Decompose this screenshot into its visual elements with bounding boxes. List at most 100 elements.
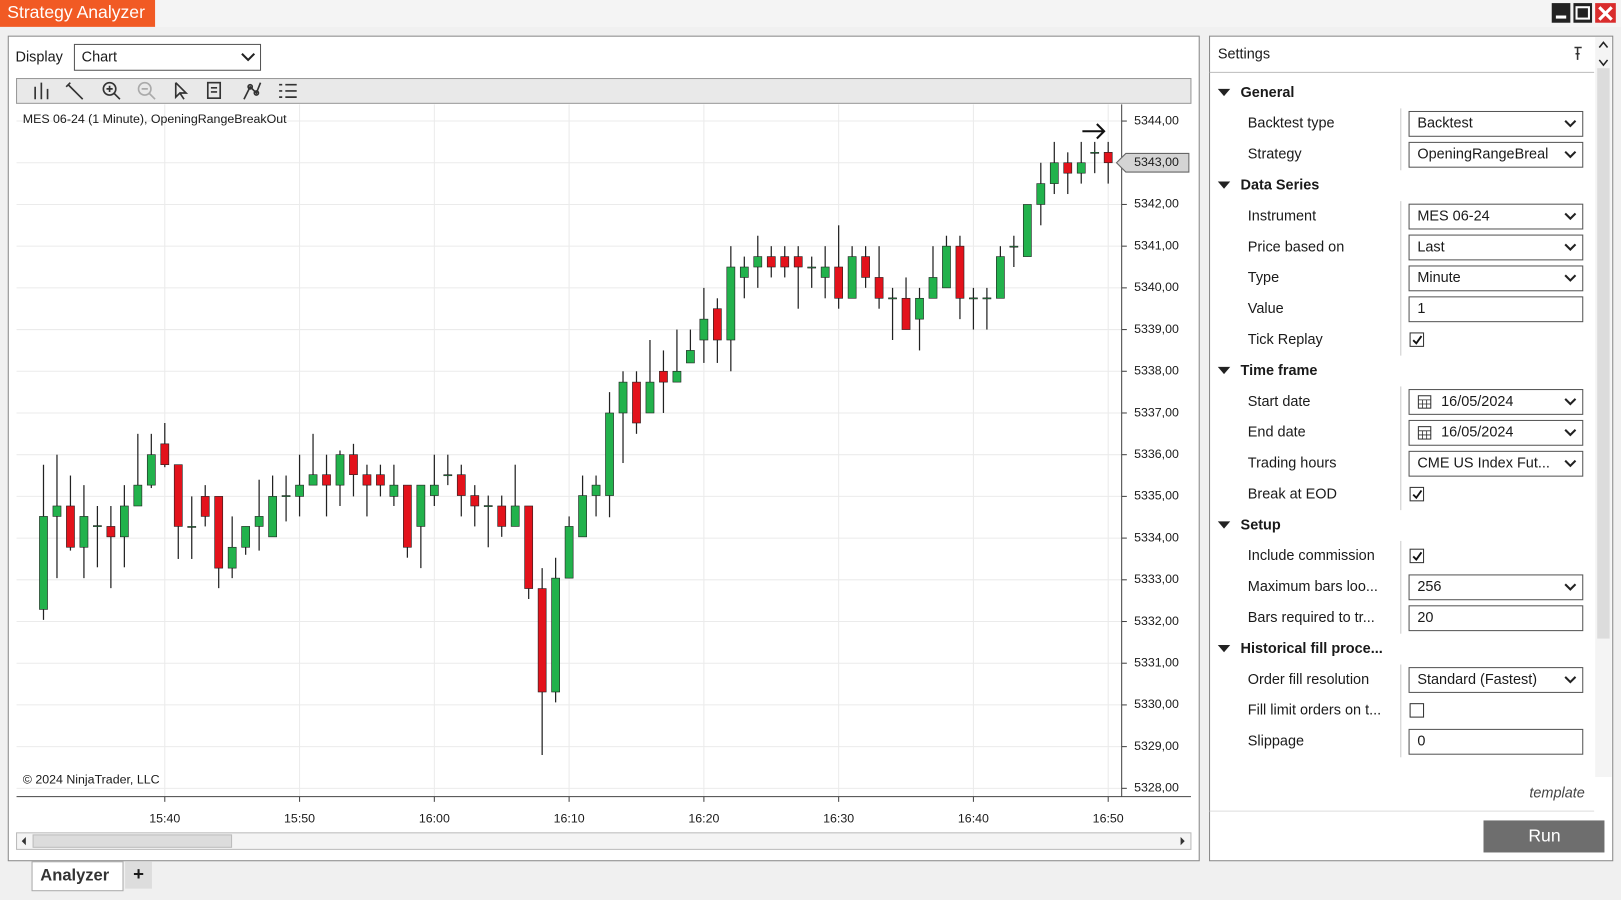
setting-label: Type bbox=[1248, 270, 1279, 286]
section-title: Setup bbox=[1241, 517, 1281, 533]
title-bar bbox=[0, 0, 1621, 27]
candle-body bbox=[322, 474, 331, 486]
y-axis-area bbox=[1121, 104, 1191, 797]
y-tick-label: 5336,00 bbox=[1134, 447, 1179, 461]
v-scroll-arrows[interactable] bbox=[1598, 41, 1609, 67]
section-toggle[interactable] bbox=[1217, 181, 1231, 189]
candle-body bbox=[591, 484, 601, 496]
settings-title: Settings bbox=[1218, 47, 1270, 63]
scroll-thumb[interactable] bbox=[32, 834, 233, 848]
setting-field[interactable] bbox=[1408, 389, 1584, 415]
setting-value[interactable]: Standard (Fastest) bbox=[1417, 672, 1537, 688]
add-tab[interactable] bbox=[125, 861, 152, 889]
setting-field[interactable] bbox=[1408, 234, 1584, 261]
candle-body bbox=[780, 256, 790, 268]
pin-icon[interactable] bbox=[1574, 46, 1582, 60]
checkmark bbox=[1412, 551, 1423, 561]
setting-value[interactable]: MES 06-24 bbox=[1417, 208, 1489, 224]
candle-body bbox=[713, 308, 722, 341]
dropdown-chevron bbox=[1564, 459, 1577, 468]
run-button[interactable] bbox=[1483, 820, 1605, 853]
candle-body bbox=[861, 256, 870, 278]
section-toggle[interactable] bbox=[1217, 366, 1231, 375]
settings-panel bbox=[1209, 35, 1614, 862]
candle-body bbox=[106, 526, 116, 538]
setting-label: Start date bbox=[1248, 394, 1311, 410]
setting-field[interactable] bbox=[1408, 265, 1584, 292]
candle-body bbox=[241, 526, 251, 548]
y-tick-label: 5329,00 bbox=[1134, 739, 1179, 753]
checkbox[interactable] bbox=[1409, 332, 1425, 347]
analyzer-tab[interactable] bbox=[31, 861, 124, 892]
section-title: General bbox=[1241, 85, 1295, 101]
setting-field[interactable] bbox=[1408, 574, 1584, 601]
setting-field[interactable] bbox=[1408, 728, 1584, 755]
candle-body bbox=[456, 474, 466, 496]
candle-body bbox=[254, 516, 264, 527]
setting-value[interactable]: Backtest bbox=[1417, 116, 1472, 132]
candle-body bbox=[349, 454, 358, 476]
tab-label[interactable]: Analyzer bbox=[40, 866, 109, 885]
candle-body bbox=[726, 266, 736, 341]
setting-field[interactable] bbox=[1408, 110, 1584, 137]
candle-body bbox=[1090, 152, 1100, 154]
section-title: Time frame bbox=[1241, 363, 1318, 379]
template-link[interactable]: template bbox=[1529, 785, 1584, 801]
candle-body bbox=[901, 297, 911, 330]
section-toggle[interactable] bbox=[1217, 521, 1231, 529]
setting-value[interactable]: 16/05/2024 bbox=[1441, 394, 1513, 410]
candle-body bbox=[1103, 152, 1113, 164]
setting-field[interactable] bbox=[1408, 667, 1584, 693]
candle-body bbox=[497, 505, 507, 527]
h-scrollbar[interactable] bbox=[16, 832, 1192, 850]
v-scroll-thumb[interactable] bbox=[1597, 68, 1610, 639]
setting-label: Bars required to tr... bbox=[1248, 610, 1375, 626]
candle-body bbox=[686, 350, 695, 364]
add-tab-label[interactable]: + bbox=[133, 863, 144, 884]
checkbox[interactable] bbox=[1409, 548, 1425, 564]
section-title: Data Series bbox=[1241, 177, 1320, 193]
setting-field[interactable] bbox=[1408, 450, 1584, 477]
setting-value[interactable]: Minute bbox=[1417, 270, 1460, 286]
setting-value[interactable]: 0 bbox=[1417, 734, 1425, 750]
candle-body bbox=[443, 474, 453, 477]
setting-value[interactable]: 16/05/2024 bbox=[1441, 425, 1513, 441]
checkbox[interactable] bbox=[1409, 703, 1425, 718]
dropdown-chevron bbox=[1564, 676, 1577, 684]
setting-value[interactable]: OpeningRangeBreal bbox=[1417, 147, 1548, 163]
setting-label: End date bbox=[1248, 425, 1306, 441]
run-label[interactable]: Run bbox=[1528, 826, 1560, 846]
display-select[interactable] bbox=[73, 43, 262, 71]
window-buttons[interactable] bbox=[1551, 3, 1616, 23]
setting-field[interactable] bbox=[1408, 141, 1584, 168]
setting-field[interactable] bbox=[1408, 419, 1584, 446]
setting-value[interactable]: Last bbox=[1417, 239, 1444, 255]
candle-body bbox=[416, 484, 426, 527]
setting-field[interactable] bbox=[1408, 605, 1584, 632]
candle-body bbox=[133, 484, 143, 507]
candle-body bbox=[1049, 162, 1059, 184]
setting-label: Include commission bbox=[1248, 548, 1375, 564]
setting-value[interactable]: 20 bbox=[1417, 610, 1433, 626]
checkbox[interactable] bbox=[1409, 486, 1425, 502]
dropdown-chevron bbox=[1564, 120, 1577, 128]
section-toggle[interactable] bbox=[1217, 644, 1231, 653]
setting-value[interactable]: CME US Index Fut... bbox=[1417, 456, 1550, 472]
candle-body bbox=[632, 381, 641, 424]
candle-body bbox=[1009, 245, 1019, 248]
setting-field[interactable] bbox=[1408, 296, 1584, 323]
candle-body bbox=[874, 277, 884, 299]
candle-body bbox=[483, 505, 493, 507]
setting-value[interactable]: 256 bbox=[1417, 579, 1441, 595]
setting-value[interactable]: 1 bbox=[1417, 301, 1425, 317]
y-tick-label: 5328,00 bbox=[1134, 781, 1179, 795]
dropdown-chevron bbox=[1564, 150, 1577, 159]
toolbar-icons[interactable] bbox=[34, 81, 297, 100]
checkmark bbox=[1412, 489, 1423, 500]
last-price-label: 5343,00 bbox=[1134, 155, 1179, 169]
checkmark bbox=[1412, 335, 1423, 345]
dropdown-chevron bbox=[1564, 212, 1577, 221]
setting-field[interactable] bbox=[1408, 203, 1584, 230]
section-toggle[interactable] bbox=[1217, 88, 1231, 97]
